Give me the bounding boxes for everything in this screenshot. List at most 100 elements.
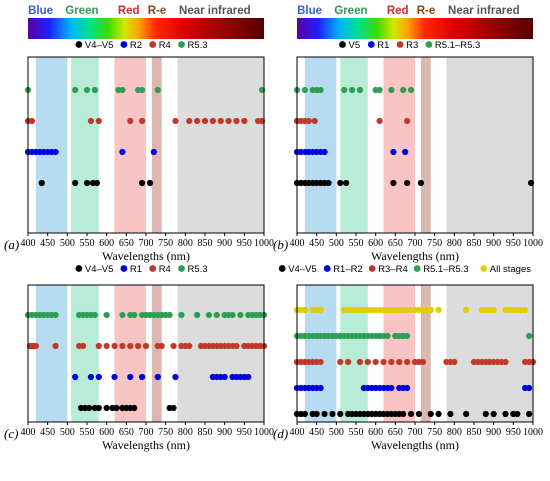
data-point bbox=[205, 311, 213, 319]
data-point bbox=[38, 179, 45, 187]
legend-entry: R4 bbox=[159, 264, 171, 275]
data-point bbox=[32, 342, 39, 350]
legend-entry: R1 bbox=[130, 264, 142, 275]
data-point bbox=[119, 342, 126, 350]
data-point bbox=[52, 311, 59, 319]
x-tick-label: 950 bbox=[237, 427, 252, 438]
data-point bbox=[186, 117, 193, 125]
data-point bbox=[348, 86, 356, 94]
data-point bbox=[138, 117, 146, 125]
red-band-region bbox=[114, 57, 146, 233]
x-tick-label: 800 bbox=[447, 427, 462, 438]
data-point bbox=[325, 179, 332, 187]
x-axis-label: Wavelengths (nm) bbox=[371, 249, 459, 263]
data-point bbox=[427, 410, 434, 418]
legend-marker bbox=[413, 265, 421, 272]
band-label-green: Green bbox=[334, 5, 367, 17]
data-point bbox=[72, 373, 79, 381]
data-point bbox=[337, 179, 344, 187]
data-point bbox=[229, 311, 236, 319]
series-v4-v5 bbox=[293, 410, 533, 418]
x-tick-label: 400 bbox=[290, 238, 305, 249]
data-point bbox=[138, 86, 146, 94]
data-point bbox=[87, 373, 95, 381]
data-point bbox=[404, 358, 411, 366]
data-point bbox=[404, 117, 411, 125]
legend-entry: R3 bbox=[406, 40, 418, 51]
data-point bbox=[172, 373, 179, 381]
data-point bbox=[321, 410, 328, 418]
data-point bbox=[415, 410, 423, 418]
data-point bbox=[525, 332, 533, 340]
x-tick-label: 800 bbox=[178, 238, 193, 249]
data-point bbox=[91, 311, 98, 319]
data-point bbox=[364, 358, 371, 366]
data-point bbox=[388, 384, 395, 392]
x-tick-label: 850 bbox=[198, 427, 213, 438]
data-point bbox=[376, 117, 383, 125]
legend-marker bbox=[178, 41, 185, 48]
x-tick-label: 600 bbox=[368, 238, 383, 249]
x-tick-label: 400 bbox=[21, 427, 36, 438]
data-point bbox=[404, 384, 411, 392]
data-point bbox=[154, 373, 161, 381]
red-edge-band-region bbox=[420, 57, 431, 233]
x-axis-label: Wavelengths (nm) bbox=[102, 438, 190, 452]
x-tick-label: 600 bbox=[99, 427, 114, 438]
band-label-r-e: R-e bbox=[148, 5, 167, 17]
data-point bbox=[372, 358, 379, 366]
band-label-blue: Blue bbox=[28, 5, 53, 17]
panel-c: V4–V5 R1 R4 R5.3 400 450 500 550 600 650 700 750 800… bbox=[4, 264, 274, 452]
data-point bbox=[404, 332, 411, 340]
panel-a: Blue Green Red R-e Near infrared V4–V5 R2 R4 R5.… bbox=[4, 5, 274, 263]
blue-band-region bbox=[304, 57, 337, 233]
data-point bbox=[119, 86, 126, 94]
data-point bbox=[490, 306, 497, 314]
x-tick-label: 900 bbox=[217, 427, 232, 438]
blue-band-region bbox=[304, 285, 337, 422]
data-point bbox=[237, 311, 244, 319]
legend-marker bbox=[368, 265, 376, 272]
data-point bbox=[321, 148, 328, 156]
legend-entry: R5.1–R5.3 bbox=[423, 264, 468, 275]
data-point bbox=[186, 342, 193, 350]
legend-marker bbox=[339, 41, 346, 48]
legend-marker bbox=[120, 41, 128, 48]
legend-marker bbox=[425, 41, 433, 48]
x-tick-label: 800 bbox=[178, 427, 193, 438]
legend-marker bbox=[75, 265, 83, 272]
series-r1 bbox=[72, 373, 252, 381]
data-point bbox=[356, 86, 364, 94]
legend: V4–V5 R1–R2 R3–R4 R5.1–R5.3 All stages bbox=[278, 264, 531, 275]
data-point bbox=[407, 86, 415, 94]
panel-label: (c) bbox=[4, 426, 18, 441]
blue-band-region bbox=[35, 57, 68, 233]
data-point bbox=[154, 86, 161, 94]
x-tick-label: 700 bbox=[139, 238, 154, 249]
green-band-region bbox=[340, 57, 368, 233]
data-point bbox=[388, 358, 395, 366]
series-r5-1-r5-3 bbox=[293, 332, 533, 340]
series-r5-3 bbox=[24, 311, 268, 319]
data-point bbox=[233, 342, 240, 350]
red-band-region bbox=[114, 285, 146, 422]
series-r1-r2 bbox=[293, 384, 533, 392]
data-point bbox=[91, 86, 98, 94]
legend-entry: R2 bbox=[130, 40, 142, 51]
data-point bbox=[380, 358, 387, 366]
legend-marker bbox=[278, 265, 286, 272]
data-point bbox=[305, 117, 312, 125]
data-point bbox=[341, 86, 348, 94]
x-tick-label: 600 bbox=[99, 238, 114, 249]
near-infrared-band-region bbox=[177, 57, 264, 233]
data-point bbox=[376, 86, 383, 94]
data-point bbox=[103, 311, 110, 319]
x-tick-label: 1000 bbox=[254, 427, 274, 438]
x-tick-label: 450 bbox=[309, 427, 324, 438]
data-point bbox=[85, 404, 93, 412]
data-point bbox=[419, 358, 426, 366]
legend-entry: V5 bbox=[349, 40, 361, 51]
data-point bbox=[103, 342, 110, 350]
data-point bbox=[356, 358, 364, 366]
legend-marker bbox=[75, 41, 83, 48]
